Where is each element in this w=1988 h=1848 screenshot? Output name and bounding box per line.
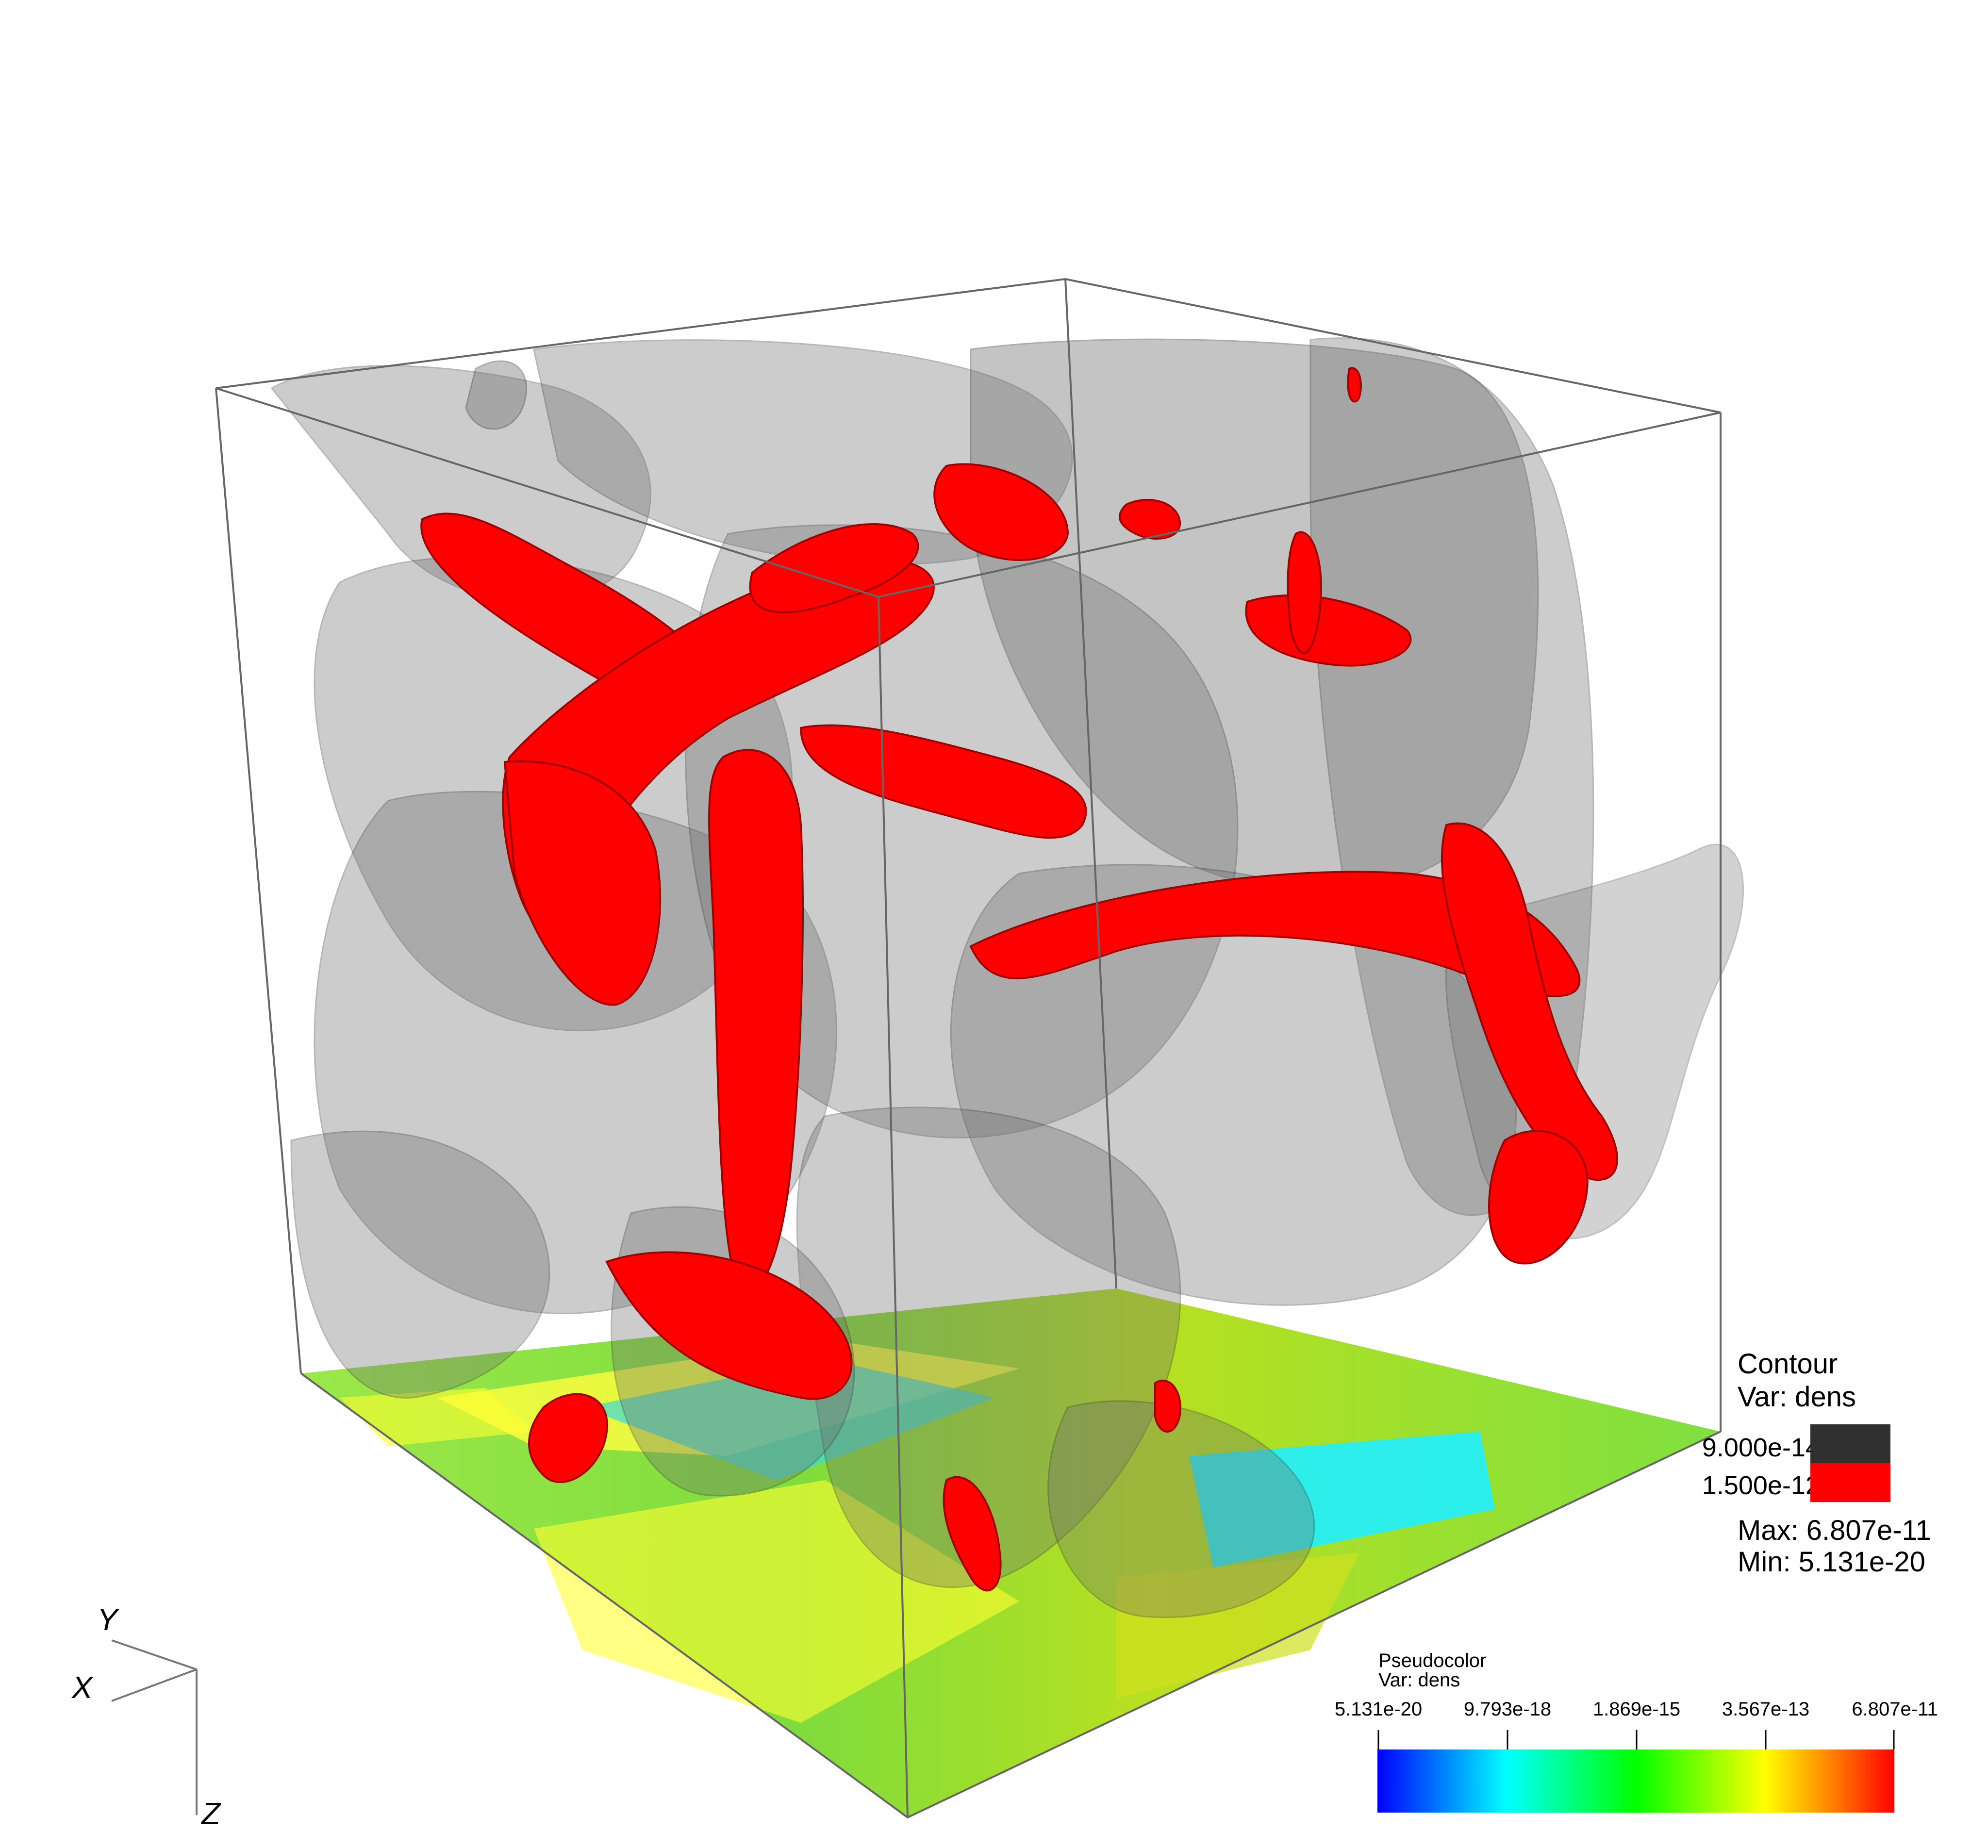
pseudocolor-legend-var: Var: dens (1378, 1669, 1460, 1691)
axis-triad (111, 1639, 198, 1815)
axis-z-label: Z (201, 1796, 221, 1831)
colorbar-ticks (1377, 1730, 1895, 1749)
contour-level-label: 1.500e-12 (1702, 1471, 1820, 1500)
bounding-box (215, 278, 1722, 1819)
colorbar-tick-label: 3.567e-13 (1722, 1699, 1810, 1720)
colorbar-tick-label: 5.131e-20 (1334, 1699, 1423, 1720)
colorbar-tick-label: 9.793e-18 (1463, 1699, 1552, 1720)
contour-level-swatch-red (1810, 1463, 1890, 1502)
colorbar-tick-label: 6.807e-11 (1852, 1699, 1938, 1720)
contour-max: Max: 6.807e-11 (1738, 1515, 1931, 1546)
axis-y-label: Y (97, 1602, 118, 1637)
pseudocolor-legend-title: Pseudocolor (1378, 1650, 1487, 1671)
contour-level-label: 9.000e-14 (1702, 1433, 1820, 1462)
pseudocolor-slice (301, 1288, 1721, 1817)
contour-min: Min: 5.131e-20 (1738, 1546, 1925, 1578)
colorbar-tick-label: 1.869e-15 (1592, 1699, 1681, 1720)
pseudocolor-colorbar (1377, 1749, 1894, 1813)
red-contour-surfaces (420, 367, 1618, 1592)
contour-legend-title: Contour (1738, 1348, 1838, 1380)
contour-legend-var: Var: dens (1738, 1381, 1856, 1413)
axis-x-label: X (72, 1670, 93, 1705)
contour-level-swatch-gray (1810, 1424, 1890, 1463)
